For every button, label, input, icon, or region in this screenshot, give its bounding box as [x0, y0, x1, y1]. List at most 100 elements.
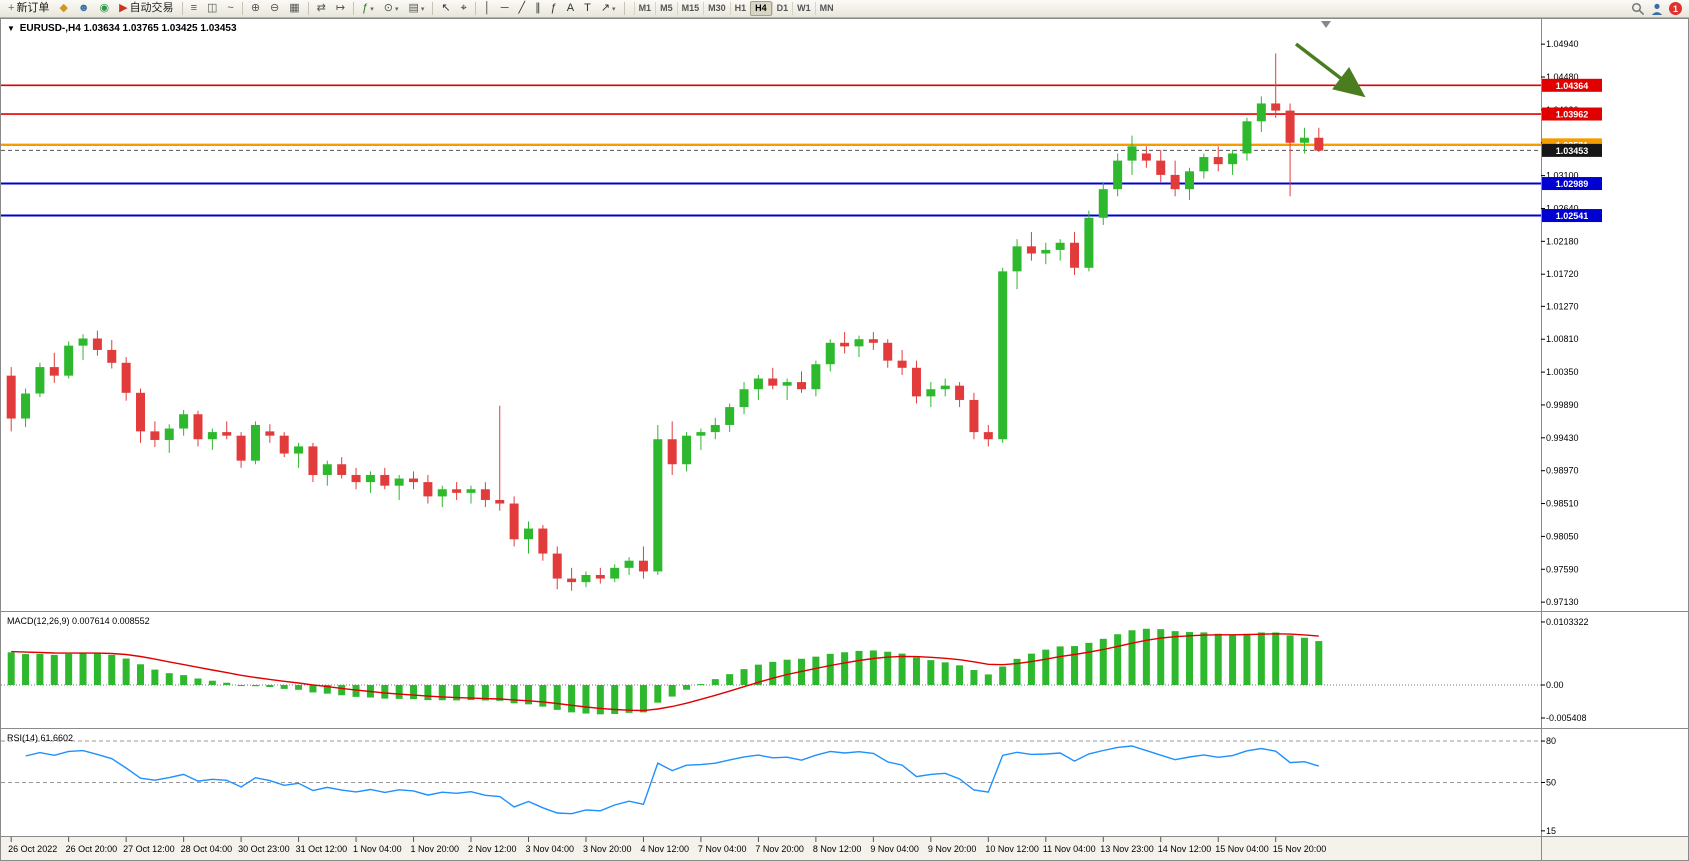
candlestick [121, 357, 131, 401]
label-button[interactable]: T [580, 0, 595, 17]
fibonacci-icon: ƒ [550, 2, 557, 14]
tab-timeframe-M30[interactable]: M30 [703, 2, 730, 15]
time-axis-label: 28 Oct 04:00 [181, 844, 233, 854]
candlestick [6, 367, 16, 432]
trend-arrow-annotation[interactable] [1294, 42, 1366, 98]
tab-timeframe-H1[interactable]: H1 [729, 2, 751, 15]
profile-button[interactable]: ☻ [74, 0, 94, 17]
time-axis-label: 3 Nov 20:00 [583, 844, 632, 854]
candlestick [1084, 210, 1094, 272]
candlestick [437, 485, 447, 508]
news-button[interactable]: ◉ [95, 0, 113, 17]
text-button[interactable]: A [563, 0, 578, 17]
periods-button[interactable]: ⊙ ▾ [380, 0, 403, 17]
fibonacci-button[interactable]: ƒ [547, 0, 561, 17]
indicators-button[interactable]: ƒ ▾ [358, 0, 378, 17]
candlestick [653, 424, 663, 575]
tab-timeframe-M1[interactable]: M1 [633, 2, 656, 15]
candlestick [1271, 53, 1281, 118]
price-axis-label: 1.02640 [1546, 203, 1579, 213]
candles-chart-button[interactable]: ◫ [203, 0, 221, 17]
arrows-button[interactable]: ↗ ▾ [597, 0, 620, 17]
bars-chart-button[interactable]: ≡ [187, 0, 201, 17]
candlestick [351, 467, 361, 490]
new-order-button-label: 新订单 [16, 2, 50, 14]
time-axis-label: 1 Nov 20:00 [411, 844, 460, 854]
candlestick [1285, 103, 1295, 197]
bars-chart-icon: ≡ [190, 2, 197, 14]
time-axis[interactable]: 26 Oct 2022 26 Oct 20:00 27 Oct 12:00 28 Oc… [8, 837, 1326, 854]
candlestick [753, 374, 763, 400]
search-icon[interactable] [1631, 2, 1645, 16]
chart-shift-button[interactable]: ↦ [332, 0, 349, 17]
new-order-icon: + [8, 2, 15, 14]
candlestick [78, 334, 88, 360]
trendline-button[interactable]: ╱ [515, 0, 530, 17]
macd-histogram [7, 628, 1323, 715]
time-axis-label: 14 Nov 12:00 [1158, 844, 1212, 854]
time-axis-label: 2 Nov 12:00 [468, 844, 517, 854]
candlestick [64, 341, 74, 379]
candlestick [136, 388, 146, 443]
new-order-button[interactable]: + 新订单 [4, 0, 53, 17]
candlestick [581, 571, 591, 588]
auto-scroll-button[interactable]: ⇄ [313, 0, 330, 17]
charts-icon: ◆ [59, 2, 68, 14]
price-axis[interactable]: 1.049401.044801.040201.035601.031001.026… [1541, 39, 1579, 607]
tab-timeframe-D1[interactable]: D1 [771, 2, 793, 15]
candlestick [193, 410, 203, 447]
time-axis-label: 15 Nov 04:00 [1215, 844, 1269, 854]
crosshair-icon: ⌖ [460, 2, 467, 14]
support-price-badge: 1.02541 [1542, 209, 1602, 223]
channel-icon: ∥ [535, 2, 541, 14]
user-icon[interactable] [1650, 2, 1664, 16]
tab-timeframe-M5[interactable]: M5 [655, 2, 677, 15]
resistance-price-badge: 1.04364 [1542, 78, 1602, 92]
candlestick [1213, 146, 1223, 172]
line-chart-icon: ~ [227, 2, 234, 14]
auto-trading-icon: ▶ [119, 2, 128, 14]
time-axis-label: 15 Nov 20:00 [1273, 844, 1327, 854]
text-icon: A [566, 2, 575, 14]
channel-button[interactable]: ∥ [531, 0, 545, 17]
cursor-button[interactable]: ↖ [437, 0, 454, 17]
notification-badge[interactable]: 1 [1669, 2, 1682, 15]
tab-timeframe-H4[interactable]: H4 [750, 1, 772, 16]
macd-axis-label: 0.0103322 [1546, 617, 1589, 627]
candlestick [624, 557, 634, 575]
tab-timeframe-MN[interactable]: MN [814, 2, 838, 15]
toolbar: + 新订单 ◆ ☻ ◉ ▶ 自动交易 ≡ ◫ ~ ⊕ ⊖ ▦ ⇄ ↦ ƒ ▾ ⊙ ▾ ▤ ▾ ↖ ⌖ │ ─ ╱ ∥ ƒ A T ↗ ▾ M1… [0, 0, 1689, 18]
candlestick [21, 388, 31, 428]
candlestick [365, 471, 375, 493]
chart-shift-marker[interactable] [1321, 21, 1331, 28]
macd-signal-line [11, 633, 1319, 712]
time-axis-label: 30 Oct 23:00 [238, 844, 290, 854]
tab-timeframe-M15[interactable]: M15 [676, 2, 704, 15]
line-chart-button[interactable]: ~ [223, 0, 237, 17]
crosshair-button[interactable]: ⌖ [457, 0, 471, 17]
tile-windows-button[interactable]: ▦ [285, 0, 303, 17]
candlestick-series [6, 53, 1324, 591]
candlestick [1170, 160, 1180, 197]
candlestick [179, 409, 189, 436]
time-axis-label: 26 Oct 20:00 [66, 844, 118, 854]
zoom-out-button[interactable]: ⊖ [266, 0, 283, 17]
toolbar-separator [623, 2, 625, 15]
price-axis-label: 0.97130 [1546, 597, 1579, 607]
horizontal-line-button[interactable]: ─ [497, 0, 513, 17]
time-axis-band [1, 837, 1688, 860]
candlestick [1127, 135, 1137, 175]
templates-button[interactable]: ▤ ▾ [404, 0, 428, 17]
candlestick [696, 428, 706, 450]
charts-button[interactable]: ◆ [55, 0, 71, 17]
candlestick [538, 524, 548, 561]
vertical-line-button[interactable]: │ [480, 0, 495, 17]
candlestick [1199, 153, 1209, 179]
auto-trading-button[interactable]: ▶ 自动交易 [115, 0, 177, 17]
candlestick [394, 474, 404, 500]
tab-timeframe-W1[interactable]: W1 [792, 2, 815, 15]
zoom-in-button[interactable]: ⊕ [247, 0, 264, 17]
time-axis-label: 3 Nov 04:00 [525, 844, 574, 854]
candlestick [150, 421, 160, 448]
